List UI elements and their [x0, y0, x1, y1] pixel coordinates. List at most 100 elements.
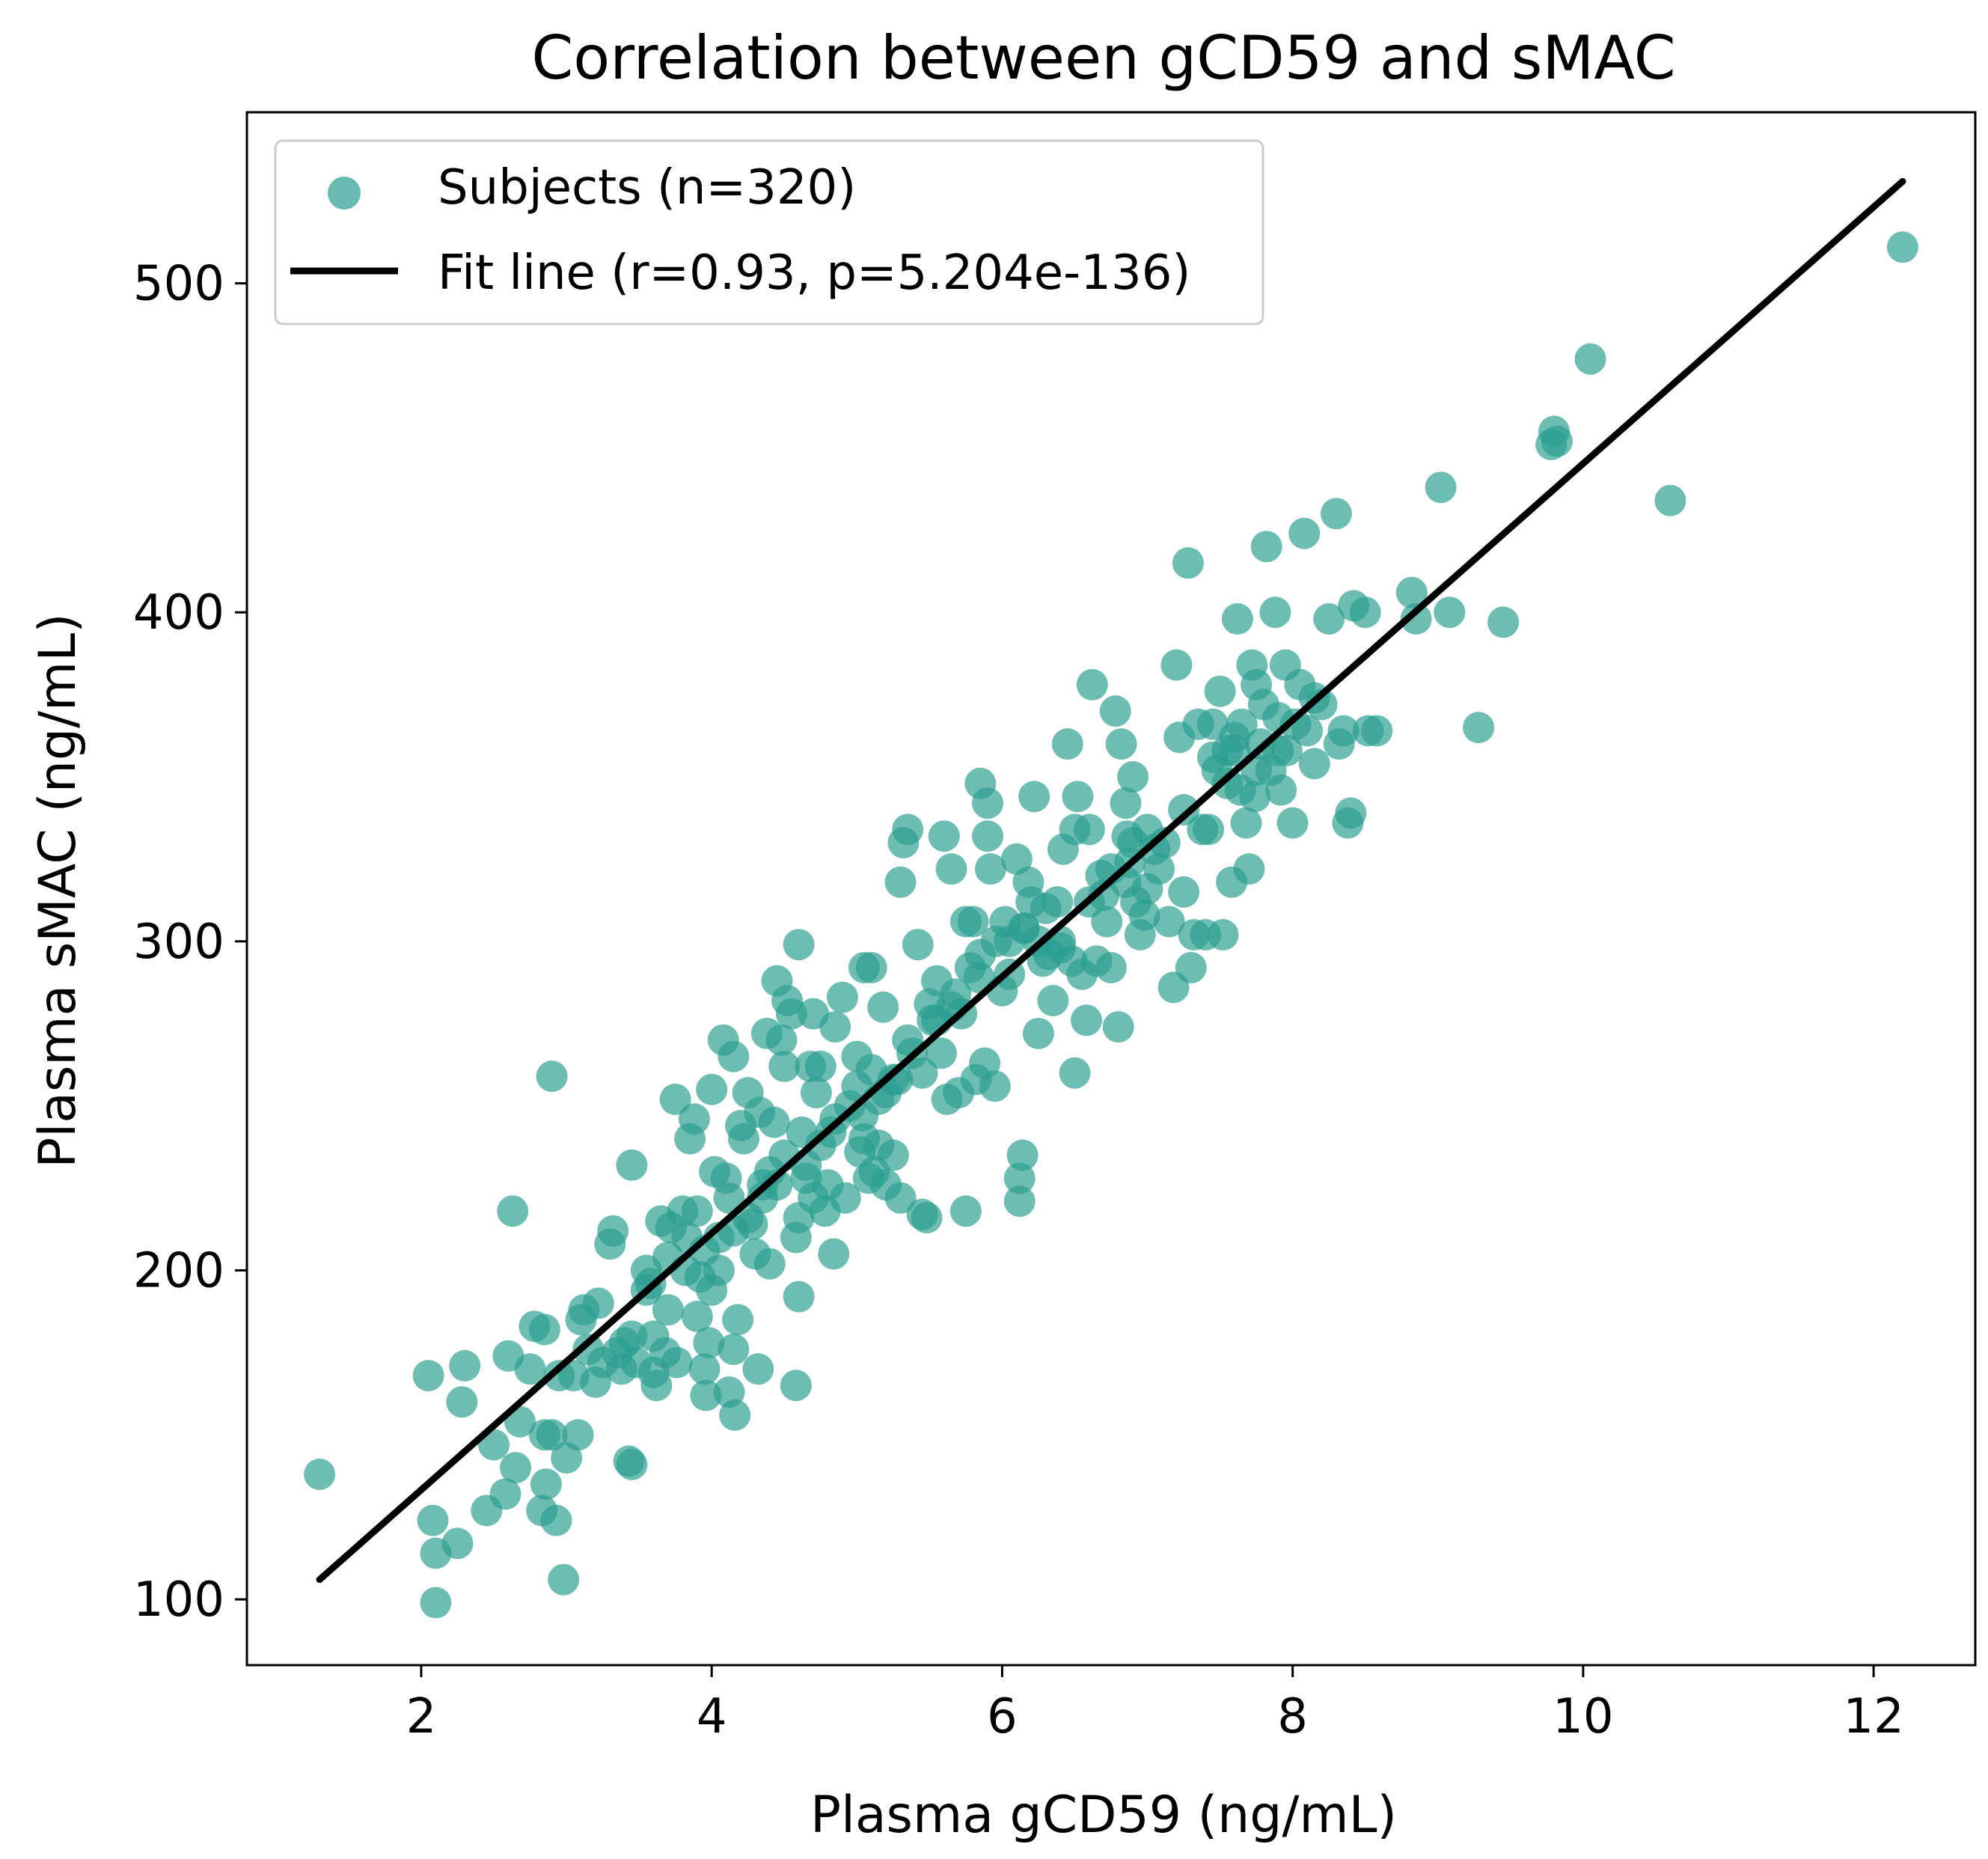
- data-point: [783, 1202, 815, 1234]
- data-point: [1291, 715, 1324, 747]
- data-point: [500, 1452, 532, 1484]
- data-point: [661, 1346, 693, 1379]
- data-point: [867, 991, 899, 1023]
- legend: Subjects (n=320) Fit line (r=0.93, p=5.2…: [274, 139, 1264, 326]
- data-point: [1487, 606, 1520, 638]
- data-point: [758, 1106, 790, 1138]
- data-point: [1395, 576, 1428, 608]
- x-tick-label: 8: [1277, 1689, 1308, 1744]
- data-point: [582, 1287, 614, 1319]
- data-point: [1221, 603, 1253, 635]
- data-point: [304, 1459, 336, 1490]
- data-point: [1463, 712, 1495, 744]
- data-point: [727, 1123, 759, 1155]
- data-point: [1051, 728, 1083, 760]
- data-point: [884, 1182, 917, 1214]
- data-point: [1259, 596, 1291, 629]
- data-point: [1102, 1011, 1134, 1043]
- data-point: [722, 1304, 754, 1336]
- data-point: [819, 1011, 851, 1043]
- data-point: [1276, 807, 1309, 839]
- data-point: [449, 1349, 481, 1382]
- data-point: [1073, 813, 1105, 846]
- data-point: [1062, 781, 1094, 813]
- data-point: [957, 906, 989, 938]
- data-point: [1128, 899, 1160, 931]
- data-point: [829, 1182, 861, 1214]
- x-tick-label: 2: [406, 1689, 437, 1744]
- y-tick-label: 500: [133, 257, 224, 312]
- data-point: [877, 1063, 909, 1096]
- fit-line: [316, 177, 1906, 1584]
- data-point: [826, 981, 858, 1013]
- data-point: [1006, 1139, 1039, 1171]
- data-point: [1172, 547, 1204, 579]
- data-point: [742, 1353, 774, 1385]
- data-point: [1226, 708, 1258, 740]
- data-point: [652, 1294, 684, 1326]
- data-point: [1018, 781, 1050, 813]
- data-point: [979, 1070, 1011, 1102]
- data-point: [1335, 797, 1367, 829]
- data-point: [528, 1419, 560, 1451]
- data-point: [681, 1301, 713, 1332]
- data-point: [972, 787, 1003, 819]
- data-point: [1008, 912, 1040, 944]
- data-point: [412, 1360, 444, 1392]
- data-point: [780, 1370, 812, 1402]
- data-point: [911, 1202, 943, 1234]
- legend-label-subjects: Subjects (n=320): [438, 160, 856, 216]
- data-point: [848, 1123, 880, 1155]
- data-point: [690, 1379, 722, 1411]
- data-point: [1250, 531, 1282, 563]
- legend-box: [274, 139, 1264, 326]
- data-point: [963, 962, 995, 994]
- data-point: [1168, 794, 1200, 825]
- y-tick-label: 400: [133, 585, 224, 641]
- data-point: [1204, 675, 1236, 707]
- data-point: [1400, 603, 1432, 635]
- data-point: [1095, 952, 1127, 983]
- data-point: [1022, 1017, 1054, 1049]
- data-point: [713, 1182, 745, 1214]
- data-point: [1211, 767, 1244, 799]
- data-point: [1361, 715, 1393, 747]
- data-point: [1153, 906, 1185, 938]
- data-point: [925, 1037, 957, 1069]
- data-point: [1168, 876, 1200, 908]
- x-tick-label: 10: [1553, 1689, 1613, 1744]
- x-axis-ticks: 2 4 6 8 10 12: [406, 1665, 1904, 1744]
- data-point: [1239, 781, 1271, 813]
- data-point: [783, 1280, 815, 1313]
- data-point: [928, 820, 960, 852]
- data-point: [892, 1024, 924, 1056]
- data-point: [1110, 787, 1142, 819]
- data-point: [818, 1238, 850, 1270]
- data-point: [1219, 734, 1250, 766]
- data-point: [548, 1563, 580, 1596]
- data-point: [616, 1320, 648, 1352]
- data-point: [1003, 1162, 1036, 1194]
- data-point: [775, 998, 807, 1030]
- y-axis-label: Plasma sMAC (ng/mL): [28, 613, 88, 1167]
- data-point: [790, 1162, 822, 1194]
- data-point: [678, 1103, 710, 1135]
- data-point: [877, 1139, 909, 1171]
- data-point: [1059, 1057, 1091, 1089]
- legend-label-fit: Fit line (r=0.93, p=5.204e-136): [438, 245, 1190, 301]
- data-point: [1230, 807, 1262, 839]
- data-point: [1076, 668, 1108, 700]
- data-point: [1434, 596, 1466, 629]
- data-point: [497, 1195, 529, 1227]
- data-point: [1265, 774, 1297, 806]
- data-point: [800, 1077, 832, 1109]
- data-point: [659, 1083, 691, 1115]
- data-point: [1105, 728, 1137, 760]
- data-point: [1349, 596, 1381, 629]
- data-point: [696, 1073, 728, 1105]
- data-point: [949, 1195, 982, 1227]
- data-point: [616, 1448, 648, 1480]
- data-point: [536, 1060, 568, 1093]
- y-tick-label: 100: [133, 1572, 224, 1628]
